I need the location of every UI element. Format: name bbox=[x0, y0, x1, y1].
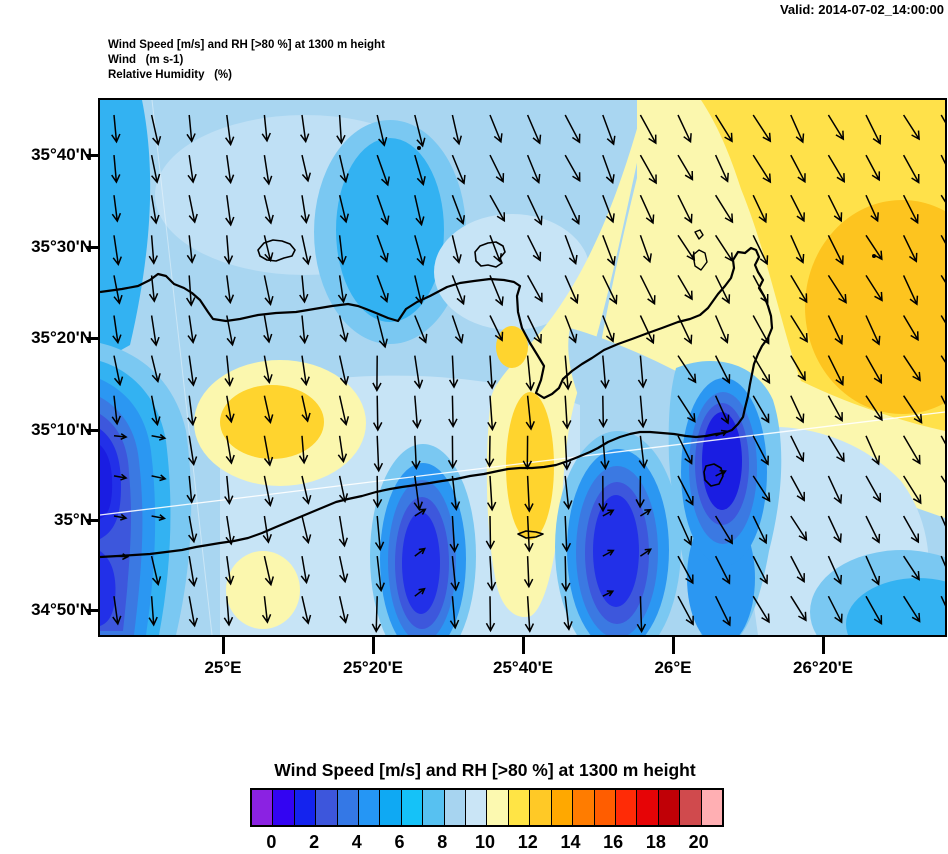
legend-cell bbox=[359, 790, 381, 825]
lat-tick-label: 35°30'N bbox=[31, 237, 92, 256]
lon-tick-label: 25°20'E bbox=[343, 658, 403, 677]
lat-tick-mark bbox=[86, 246, 100, 249]
colorbar bbox=[250, 788, 724, 827]
lat-tick-mark bbox=[86, 609, 100, 612]
lon-tick-mark bbox=[672, 637, 675, 654]
legend-cell bbox=[444, 790, 467, 825]
plot-title-line-2: Wind (m s-1) bbox=[108, 54, 184, 66]
legend-cell bbox=[551, 790, 574, 825]
lat-tick-label: 35°10'N bbox=[31, 420, 92, 439]
legend-tick-label: 12 bbox=[517, 832, 538, 852]
lat-tick-mark bbox=[86, 154, 100, 157]
legend-cell bbox=[637, 790, 659, 825]
lon-tick-mark bbox=[222, 637, 225, 654]
fill-regions bbox=[100, 100, 945, 635]
map-canvas bbox=[100, 100, 945, 635]
legend-cell bbox=[701, 790, 722, 825]
lat-tick-label: 35°20'N bbox=[31, 328, 92, 347]
legend-cell bbox=[423, 790, 445, 825]
legend-cell bbox=[530, 790, 552, 825]
legend-cell bbox=[658, 790, 681, 825]
lon-tick-mark bbox=[372, 637, 375, 654]
lon-tick-label: 26°E bbox=[654, 658, 692, 677]
legend-tick-label: 6 bbox=[394, 832, 405, 852]
legend-tick-label: 4 bbox=[351, 832, 362, 852]
lat-tick-mark bbox=[86, 429, 100, 432]
wind-arrows bbox=[111, 114, 945, 634]
coastline bbox=[100, 146, 876, 559]
legend-cell bbox=[680, 790, 702, 825]
legend-cell bbox=[487, 790, 509, 825]
legend-cell bbox=[294, 790, 317, 825]
lat-tick-mark bbox=[86, 337, 100, 340]
legend-tick-label: 20 bbox=[688, 832, 709, 852]
legend-cell bbox=[316, 790, 338, 825]
legend-tick-label: 0 bbox=[266, 832, 277, 852]
lon-tick-label: 25°E bbox=[204, 658, 242, 677]
legend-cell bbox=[252, 790, 274, 825]
lat-tick-mark bbox=[86, 519, 100, 522]
legend-cell bbox=[573, 790, 595, 825]
legend-cell bbox=[594, 790, 616, 825]
valid-time-label: Valid: 2014-07-02_14:00:00 bbox=[779, 2, 944, 17]
lon-tick-mark bbox=[822, 637, 825, 654]
legend-cell bbox=[401, 790, 424, 825]
plot-title-block: Wind Speed [m/s] and RH [>80 %] at 1300 … bbox=[108, 38, 385, 83]
lon-tick-mark bbox=[522, 637, 525, 654]
legend-cell bbox=[615, 790, 638, 825]
legend-tick-label: 8 bbox=[437, 832, 448, 852]
legend-cell bbox=[508, 790, 531, 825]
legend-cell bbox=[466, 790, 488, 825]
legend-tick-label: 18 bbox=[645, 832, 666, 852]
plot-title-line-3: Relative Humidity (%) bbox=[108, 69, 232, 81]
map-plot-frame bbox=[98, 98, 947, 637]
legend-cell bbox=[380, 790, 402, 825]
legend-tick-label: 10 bbox=[474, 832, 496, 852]
lon-tick-label: 25°40'E bbox=[493, 658, 553, 677]
plot-title-line-1: Wind Speed [m/s] and RH [>80 %] at 1300 … bbox=[108, 39, 385, 51]
legend-cell bbox=[273, 790, 295, 825]
legend-tick-label: 16 bbox=[603, 832, 624, 852]
lat-tick-label: 35°N bbox=[54, 510, 92, 529]
legend-tick-label: 2 bbox=[309, 832, 320, 852]
legend-cell bbox=[337, 790, 360, 825]
lat-tick-label: 34°50'N bbox=[31, 600, 92, 619]
lat-tick-label: 35°40'N bbox=[31, 145, 92, 164]
legend-title: Wind Speed [m/s] and RH [>80 %] at 1300 … bbox=[274, 760, 696, 780]
lon-tick-label: 26°20'E bbox=[793, 658, 853, 677]
legend-tick-label: 14 bbox=[560, 832, 581, 852]
